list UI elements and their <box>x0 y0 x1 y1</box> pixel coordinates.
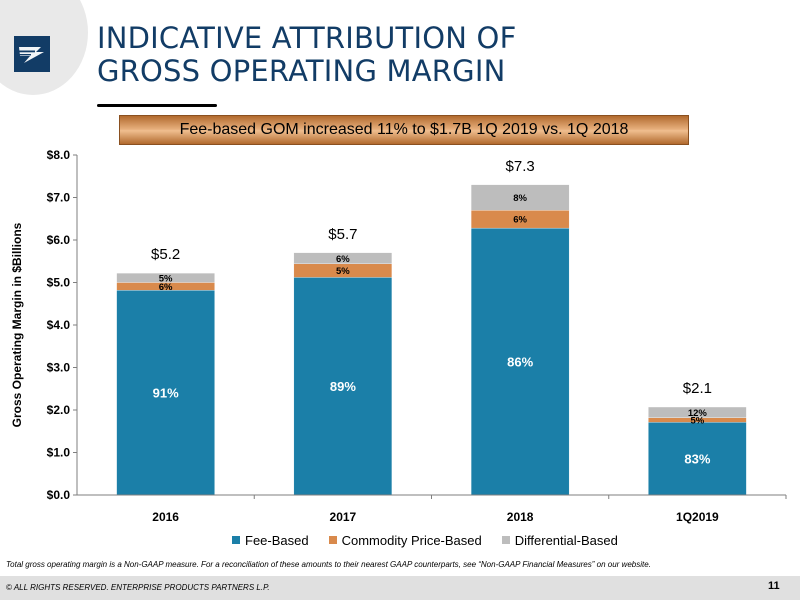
segment-label-fee-based-1q2019: 83% <box>684 452 710 467</box>
x-tick-label-2018: 2018 <box>507 510 534 524</box>
legend-label-fee-based: Fee-Based <box>245 532 309 548</box>
bar-differential-based-2018 <box>470 184 570 211</box>
legend-item-differential-based: Differential-Based <box>501 532 618 548</box>
y-tick-label: $6.0 <box>47 233 71 247</box>
segment-label-commodity-price-based-2018: 6% <box>513 215 527 226</box>
bar-differential-based-1q2019 <box>648 406 747 418</box>
slide-title-line-2: GROSS OPERATING MARGIN <box>97 54 506 88</box>
total-label-1q2019: $2.1 <box>683 380 712 397</box>
page-number: 11 <box>768 580 780 592</box>
segment-label-fee-based-2016: 91% <box>153 386 179 401</box>
data-labels: 91%6%5%$5.289%5%6%$5.786%6%8%$7.383%5%12… <box>151 158 712 467</box>
slide-title-line-1: INDICATIVE ATTRIBUTION OF <box>97 21 517 55</box>
bar-differential-based-2017 <box>293 252 393 264</box>
y-tick-label: $1.0 <box>47 446 71 460</box>
title-underline <box>97 104 217 107</box>
segment-label-commodity-price-based-2016: 6% <box>159 282 173 293</box>
y-axis: $0.0 $1.0 $2.0 $3.0 $4.0 $5.0 $6.0 $7.0 $8.0 <box>47 148 78 502</box>
x-tick-label-2016: 2016 <box>152 510 179 524</box>
legend-item-commodity-price-based: Commodity Price-Based <box>328 532 482 548</box>
legend-swatch-commodity-price-based <box>328 536 337 544</box>
segment-label-commodity-price-based-1q2019: 5% <box>691 415 705 426</box>
y-tick-label: $2.0 <box>47 403 71 417</box>
segment-label-differential-based-2016: 5% <box>159 273 173 284</box>
legend-swatch-fee-based <box>232 536 240 544</box>
logo-icon <box>14 36 50 72</box>
y-tick-label: $0.0 <box>47 488 71 502</box>
y-tick-label: $4.0 <box>47 318 71 332</box>
segment-label-differential-based-1q2019: 12% <box>688 408 708 419</box>
legend-label-differential-based: Differential-Based <box>514 532 618 548</box>
x-tick-label-1q2019: 1Q2019 <box>676 510 719 524</box>
x-axis: 2016 2017 2018 1Q2019 <box>77 494 787 524</box>
highlight-banner: Fee-based GOM increased 11% to $1.7B 1Q … <box>119 115 689 145</box>
segment-label-fee-based-2018: 86% <box>507 355 533 370</box>
footnote: Total gross operating margin is a Non-GA… <box>6 560 651 569</box>
total-label-2016: $5.2 <box>151 246 180 263</box>
legend-item-fee-based: Fee-Based <box>232 533 309 548</box>
bars <box>116 184 747 496</box>
y-tick-label: $3.0 <box>47 361 71 375</box>
copyright-text: © ALL RIGHTS RESERVED. ENTERPRISE PRODUC… <box>6 583 270 592</box>
x-tick-label-2017: 2017 <box>330 510 357 524</box>
bar-fee-based-1q2019 <box>648 422 747 496</box>
total-label-2017: $5.7 <box>328 226 357 243</box>
footer-bar <box>0 576 800 600</box>
total-label-2018: $7.3 <box>506 158 535 175</box>
chart-legend: Fee-Based Commodity Price-Based Differen… <box>232 532 638 548</box>
y-tick-label: $7.0 <box>47 191 71 205</box>
segment-label-commodity-price-based-2017: 5% <box>336 266 350 277</box>
bar-fee-based-2018 <box>470 227 570 496</box>
slide-title: INDICATIVE ATTRIBUTION OF GROSS OPERATIN… <box>97 22 697 88</box>
bar-fee-based-2017 <box>293 277 393 496</box>
bar-differential-based-2016 <box>116 272 215 283</box>
segment-label-fee-based-2017: 89% <box>330 379 356 394</box>
segment-label-differential-based-2017: 6% <box>336 254 350 265</box>
legend-label-commodity-price-based: Commodity Price-Based <box>341 532 482 548</box>
y-tick-label: $8.0 <box>47 148 71 162</box>
segment-label-differential-based-2018: 8% <box>513 193 527 204</box>
legend-swatch-differential-based <box>501 536 510 544</box>
y-tick-label: $5.0 <box>47 276 71 290</box>
stacked-bar-chart: $0.0 $1.0 $2.0 $3.0 $4.0 $5.0 $6.0 $7.0 $8.0 91%… <box>47 148 787 524</box>
